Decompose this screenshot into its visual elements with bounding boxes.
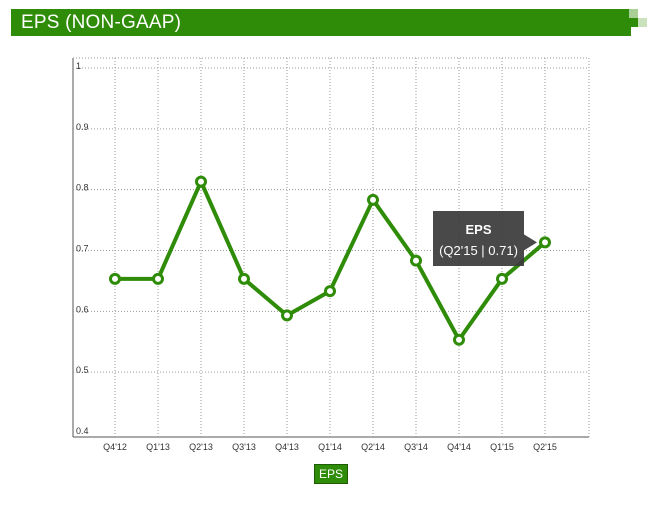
series-eps xyxy=(109,175,551,346)
x-tick-label: Q4'13 xyxy=(275,442,299,452)
legend-item-eps[interactable]: EPS xyxy=(314,464,348,484)
x-tick-label: Q1'13 xyxy=(146,442,170,452)
data-point xyxy=(539,236,551,249)
y-tick-label: 0.7 xyxy=(76,244,89,254)
x-axis-ticks: Q4'12 Q1'13 Q2'13 Q3'13 Q4'13 Q1'14 Q2'14 Q3'14… xyxy=(103,442,557,452)
chart-grid xyxy=(72,57,590,438)
data-point xyxy=(496,272,508,285)
x-tick-label: Q2'13 xyxy=(189,442,213,452)
data-point xyxy=(109,272,121,285)
y-axis-ticks: 0.4 0.5 0.6 0.7 0.8 0.9 1 xyxy=(76,61,89,436)
y-tick-label: 0.4 xyxy=(76,426,89,436)
data-point xyxy=(238,272,250,285)
data-point xyxy=(152,272,164,285)
x-tick-label: Q3'14 xyxy=(404,442,428,452)
title-bar: EPS (NON-GAAP) xyxy=(11,9,631,36)
data-point xyxy=(410,254,422,267)
data-point xyxy=(324,285,336,298)
x-tick-label: Q4'12 xyxy=(103,442,127,452)
data-point xyxy=(195,175,207,188)
data-point xyxy=(281,309,293,322)
x-tick-label: Q2'14 xyxy=(361,442,385,452)
data-point xyxy=(453,333,465,346)
tooltip-text: (Q2'15 | 0.71) xyxy=(439,243,518,258)
page-title: EPS (NON-GAAP) xyxy=(21,12,182,33)
x-tick-label: Q4'14 xyxy=(447,442,471,452)
tooltip: EPS (Q2'15 | 0.71) xyxy=(433,211,537,266)
tooltip-box xyxy=(433,211,537,266)
x-tick-label: Q1'14 xyxy=(318,442,342,452)
y-tick-label: 0.9 xyxy=(76,122,89,132)
x-tick-label: Q2'15 xyxy=(533,442,557,452)
y-tick-label: 0.6 xyxy=(76,304,89,314)
x-tick-label: Q1'15 xyxy=(490,442,514,452)
y-tick-label: 0.5 xyxy=(76,365,89,375)
x-tick-label: Q3'13 xyxy=(232,442,256,452)
data-point xyxy=(367,193,379,206)
decorative-squares-icon xyxy=(620,9,656,29)
y-tick-label: 1 xyxy=(76,61,81,71)
tooltip-title: EPS xyxy=(465,222,491,237)
y-tick-label: 0.8 xyxy=(76,183,89,193)
